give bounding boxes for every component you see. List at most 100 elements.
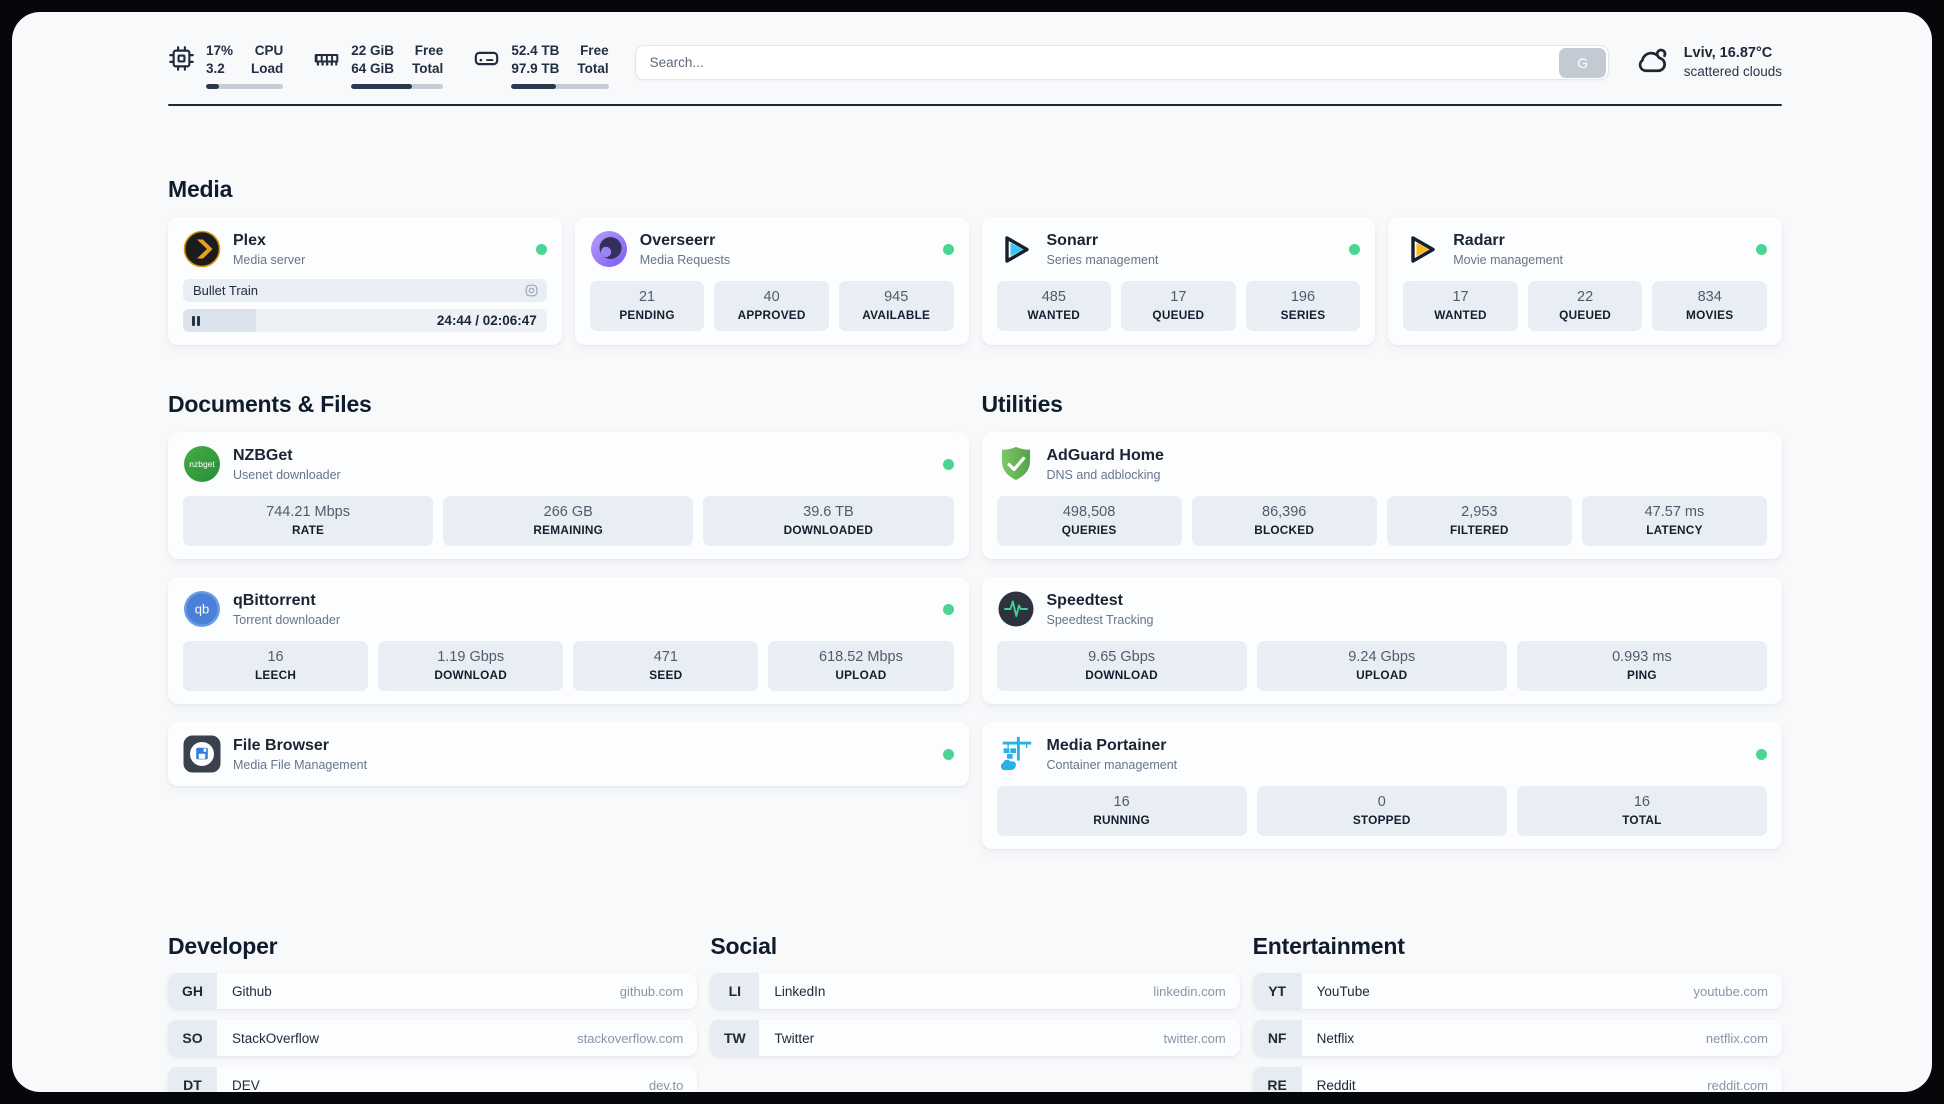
reddit-name: Reddit: [1316, 1077, 1356, 1092]
bookmark-netflix[interactable]: NF Netflix netflix.com: [1252, 1020, 1782, 1057]
plex-title: Plex: [233, 231, 266, 249]
card-overseerr[interactable]: Overseerr Media Requests 21 PENDING 40 A…: [574, 217, 969, 346]
disk-stat: 52.4 TB 97.9 TB Free Total: [473, 42, 609, 90]
card-speedtest[interactable]: Speedtest Speedtest Tracking 9.65 Gbps D…: [981, 577, 1782, 705]
card-radarr[interactable]: Radarr Movie management 17 WANTED 22 QUE…: [1388, 217, 1782, 346]
memory-progress-track: [351, 84, 444, 90]
portainer-stat-stopped: 0 STOPPED: [1256, 786, 1507, 837]
weather-location-temp: Lviv, 16.87°C: [1683, 45, 1773, 61]
cpu-progress-track: [206, 84, 284, 90]
overseerr-stat-available: 945 AVAILABLE: [838, 281, 954, 332]
qbittorrent-title: qBittorrent: [233, 591, 316, 609]
top-bar: 17% 3.2 CPU Load: [168, 42, 1782, 90]
qbittorrent-stat-upload: 618.52 Mbps UPLOAD: [768, 641, 954, 692]
cpu-label-2: Load: [251, 61, 284, 77]
youtube-abbr: YT: [1252, 973, 1302, 1010]
weather-condition: scattered clouds: [1683, 64, 1782, 80]
dev-domain: dev.to: [648, 1077, 684, 1092]
sonarr-status-dot: [1349, 243, 1361, 255]
plex-now-playing: Bullet Train: [183, 279, 547, 303]
radarr-stat-wanted: 17 WANTED: [1403, 281, 1518, 332]
memory-total: 64 GiB: [351, 61, 395, 77]
bookmark-twitter[interactable]: TW Twitter twitter.com: [710, 1020, 1240, 1057]
overseerr-stat-approved: 40 APPROVED: [714, 281, 829, 332]
nzbget-description: Usenet downloader: [233, 468, 341, 483]
card-nzbget[interactable]: nzbget NZBGet Usenet downloader 744.21 M…: [168, 432, 969, 560]
card-adguard[interactable]: AdGuard Home DNS and adblocking 498,508 …: [981, 432, 1782, 560]
svg-text:nzbget: nzbget: [189, 459, 215, 469]
bookmark-linkedin[interactable]: LI LinkedIn linkedin.com: [710, 973, 1240, 1010]
qbittorrent-stat-leech: 16 LEECH: [183, 641, 369, 692]
radarr-status-dot: [1756, 243, 1767, 255]
radarr-title: Radarr: [1453, 231, 1505, 249]
sonarr-title: Sonarr: [1046, 231, 1099, 249]
cpu-stat: 17% 3.2 CPU Load: [168, 42, 284, 90]
section-title-developer: Developer: [168, 933, 278, 960]
adguard-stat-filtered: 2,953 FILTERED: [1386, 496, 1572, 547]
sonarr-stat-wanted: 485 WANTED: [996, 281, 1112, 332]
qbittorrent-stat-download: 1.19 Gbps DOWNLOAD: [378, 641, 564, 692]
search-input[interactable]: [634, 45, 1609, 80]
bookmark-stackoverflow[interactable]: SO StackOverflow stackoverflow.com: [168, 1020, 698, 1057]
overseerr-title: Overseerr: [639, 231, 716, 249]
card-sonarr[interactable]: Sonarr Series management 485 WANTED 17 Q…: [981, 217, 1376, 346]
stackoverflow-name: StackOverflow: [232, 1030, 320, 1046]
sonarr-stat-series: 196 SERIES: [1245, 281, 1361, 332]
twitter-abbr: TW: [710, 1020, 760, 1057]
filebrowser-status-dot: [942, 748, 954, 760]
portainer-status-dot: [1756, 748, 1767, 760]
dev-abbr: DT: [168, 1067, 217, 1092]
sonarr-icon: [997, 230, 1035, 268]
filebrowser-icon: [183, 735, 221, 773]
netflix-abbr: NF: [1252, 1020, 1302, 1057]
netflix-domain: netflix.com: [1705, 1030, 1768, 1046]
stackoverflow-abbr: SO: [168, 1020, 217, 1057]
card-portainer[interactable]: Media Portainer Container management 16 …: [981, 722, 1782, 850]
qbittorrent-description: Torrent downloader: [233, 613, 341, 628]
memory-label-2: Total: [412, 61, 444, 77]
search-bar: G: [634, 45, 1609, 80]
bookmark-dev[interactable]: DT DEV dev.to: [168, 1067, 698, 1092]
bookmark-youtube[interactable]: YT YouTube youtube.com: [1252, 973, 1782, 1010]
plex-icon: [183, 230, 221, 268]
bookmark-github[interactable]: GH Github github.com: [168, 973, 698, 1010]
speedtest-title: Speedtest: [1046, 591, 1123, 609]
qbittorrent-status-dot: [942, 603, 954, 615]
speedtest-stat-download: 9.65 Gbps DOWNLOAD: [996, 641, 1247, 692]
card-filebrowser[interactable]: File Browser Media File Management: [168, 722, 969, 787]
card-qbittorrent[interactable]: qb qBittorrent Torrent downloader 16 LEE…: [168, 577, 969, 705]
section-title-media: Media: [168, 176, 233, 203]
speedtest-description: Speedtest Tracking: [1046, 613, 1154, 628]
card-plex[interactable]: Plex Media server Bullet Train: [168, 217, 562, 346]
speedtest-stat-ping: 0.993 ms PING: [1516, 641, 1767, 692]
nzbget-status-dot: [942, 458, 954, 470]
nzbget-stat-rate: 744.21 Mbps RATE: [183, 496, 434, 547]
plex-now-playing-title: Bullet Train: [193, 283, 259, 299]
dev-name: DEV: [232, 1077, 260, 1092]
memory-free: 22 GiB: [351, 43, 395, 58]
filebrowser-description: Media File Management: [233, 758, 368, 773]
nzbget-icon: nzbget: [183, 445, 221, 483]
plex-status-dot: [535, 243, 547, 255]
netflix-name: Netflix: [1316, 1030, 1355, 1046]
section-title-documents: Documents & Files: [168, 391, 372, 418]
adguard-stat-latency: 47.57 ms LATENCY: [1581, 496, 1767, 547]
cloud-icon: [1638, 48, 1667, 73]
sonarr-stat-queued: 17 QUEUED: [1121, 281, 1236, 332]
bookmark-reddit[interactable]: RE Reddit reddit.com: [1252, 1067, 1782, 1092]
overseerr-stat-pending: 21 PENDING: [589, 281, 705, 332]
speedtest-stat-upload: 9.24 Gbps UPLOAD: [1256, 641, 1507, 692]
radarr-stat-queued: 22 QUEUED: [1527, 281, 1643, 332]
portainer-stat-running: 16 RUNNING: [996, 786, 1247, 837]
adguard-icon: [997, 445, 1035, 483]
reddit-abbr: RE: [1252, 1067, 1302, 1092]
portainer-icon: [997, 735, 1035, 773]
cpu-percent: 17%: [206, 43, 234, 58]
linkedin-domain: linkedin.com: [1153, 983, 1226, 999]
topbar-divider: [168, 104, 1782, 107]
search-engine-button[interactable]: G: [1559, 47, 1607, 78]
pause-icon: [192, 315, 201, 326]
dashboard-panel: 17% 3.2 CPU Load: [12, 12, 1932, 1092]
svg-text:qb: qb: [195, 602, 209, 617]
screen-view-icon[interactable]: [524, 283, 539, 298]
